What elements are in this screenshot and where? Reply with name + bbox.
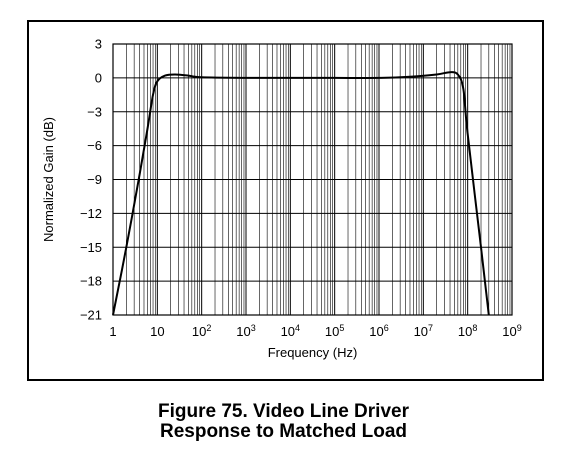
- x-tick-label: 1: [109, 324, 116, 339]
- y-tick-labels: 3 0 −3 −6 −9 −12 −15 −18 −21: [80, 37, 102, 323]
- x-tick-label: 103: [236, 323, 255, 339]
- x-tick-label: 10: [150, 324, 164, 339]
- figure-caption-text: Figure 75. Video Line Driver Response to…: [158, 401, 409, 442]
- y-tick-label: −12: [80, 206, 102, 221]
- y-tick-label: −15: [80, 240, 102, 255]
- x-tick-label: 106: [369, 323, 388, 339]
- major-gridlines: [112, 43, 513, 316]
- figure-caption: Figure 75. Video Line Driver Response to…: [0, 402, 567, 442]
- plot-area-border: [112, 43, 513, 316]
- y-tick-label: −6: [87, 138, 102, 153]
- x-tick-label: 105: [325, 323, 344, 339]
- x-tick-labels: 1 10 102 103 104 105 106 107 108 109: [109, 323, 521, 339]
- x-axis-title: Frequency (Hz): [268, 345, 358, 360]
- y-tick-label: −18: [80, 274, 102, 289]
- gain-curve: [112, 71, 490, 316]
- y-tick-label: −9: [87, 172, 102, 187]
- y-tick-label: −3: [87, 104, 102, 119]
- x-tick-label: 108: [458, 323, 477, 339]
- x-tick-label: 109: [502, 323, 521, 339]
- response-chart: 30−3−6−9−12−15−18−21 1 10 102 103 104 105 106 1…: [41, 37, 522, 361]
- x-tick-label: 104: [281, 323, 300, 339]
- y-tick-label: 3: [95, 37, 102, 52]
- figure-frame: [27, 20, 544, 381]
- y-tick-label: 0: [95, 70, 102, 85]
- y-tick-label: −21: [80, 308, 102, 323]
- x-tick-label: 102: [192, 323, 211, 339]
- y-axis-title: Normalized Gain (dB): [41, 117, 56, 242]
- x-tick-label: 107: [414, 323, 433, 339]
